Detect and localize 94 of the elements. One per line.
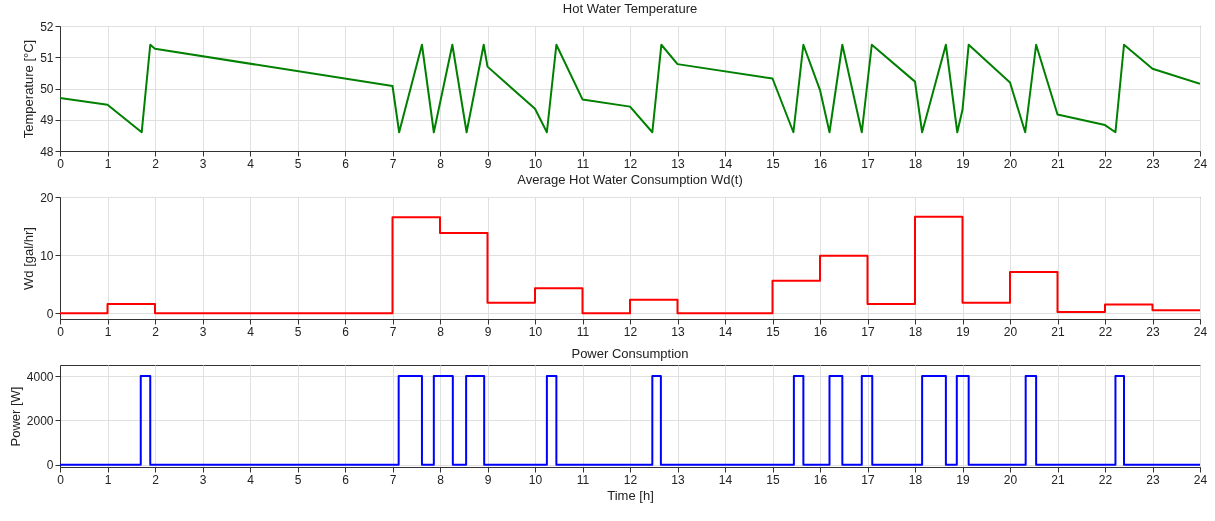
x-tick-label: 3: [199, 324, 207, 339]
x-axis-title: Time [h]: [607, 487, 654, 503]
line-series: [60, 43, 1200, 134]
y-tick-label: 0: [46, 458, 54, 473]
x-tick-label: 21: [1051, 472, 1065, 487]
y-tick-label: 0: [46, 306, 54, 321]
x-tick-label: 12: [623, 472, 638, 487]
x-tick-label: 0: [57, 324, 65, 339]
y-tick-label: 49: [40, 113, 54, 128]
x-tick-label: 2: [152, 156, 160, 171]
x-tick-label: 20: [1003, 324, 1018, 339]
y-tick-label: 51: [40, 50, 54, 65]
x-tick-label: 5: [294, 472, 302, 487]
x-tick-label: 18: [908, 156, 923, 171]
x-tick-label: 11: [576, 472, 590, 487]
x-tick-label: 23: [1146, 324, 1160, 339]
x-tick-label: 1: [104, 156, 112, 171]
x-tick-label: 6: [342, 324, 350, 339]
x-tick-label: 22: [1098, 156, 1113, 171]
x-tick-label: 9: [484, 324, 492, 339]
chart-title: Power Consumption: [571, 346, 689, 361]
x-tick-label: 1: [104, 472, 112, 487]
y-axis-title: Power [W]: [7, 386, 23, 447]
x-tick-label: 2: [152, 324, 160, 339]
x-tick-label: 16: [813, 472, 828, 487]
x-tick-label: 10: [528, 324, 543, 339]
x-tick-label: 3: [199, 472, 207, 487]
x-tick-label: 16: [813, 324, 828, 339]
x-tick-label: 11: [576, 156, 590, 171]
x-tick-label: 19: [956, 472, 970, 487]
x-tick-label: 17: [861, 472, 875, 487]
y-tick-label: 4000: [26, 369, 54, 384]
x-tick-label: 22: [1098, 472, 1113, 487]
x-tick-label: 7: [389, 156, 397, 171]
x-tick-label: 21: [1051, 324, 1065, 339]
x-tick-label: 17: [861, 324, 875, 339]
x-tick-label: 9: [484, 472, 492, 487]
x-tick-label: 20: [1003, 156, 1018, 171]
chart-title: Average Hot Water Consumption Wd(t): [517, 172, 743, 187]
x-tick-label: 23: [1146, 156, 1160, 171]
x-tick-label: 23: [1146, 472, 1160, 487]
x-tick-label: 14: [718, 472, 733, 487]
x-tick-label: 14: [718, 156, 733, 171]
x-tick-label: 8: [437, 472, 445, 487]
y-tick-label: 10: [40, 248, 54, 263]
x-tick-label: 1: [104, 324, 112, 339]
x-tick-label: 10: [528, 472, 543, 487]
x-tick-label: 14: [718, 324, 733, 339]
x-tick-label: 18: [908, 324, 923, 339]
x-tick-label: 7: [389, 472, 397, 487]
x-tick-label: 5: [294, 324, 302, 339]
y-tick-label: 2000: [26, 413, 54, 428]
y-tick-label: 52: [40, 19, 54, 34]
x-tick-label: 19: [956, 156, 970, 171]
x-tick-label: 4: [247, 156, 255, 171]
x-tick-label: 19: [956, 324, 970, 339]
x-tick-label: 0: [57, 156, 65, 171]
x-tick-label: 15: [766, 324, 780, 339]
x-tick-label: 17: [861, 156, 875, 171]
x-tick-label: 13: [671, 324, 685, 339]
x-tick-label: 7: [389, 324, 397, 339]
x-tick-label: 18: [908, 472, 923, 487]
x-tick-label: 24: [1193, 324, 1208, 339]
x-tick-label: 15: [766, 156, 780, 171]
y-tick-label: 48: [40, 144, 54, 159]
x-tick-label: 2: [152, 472, 160, 487]
x-tick-label: 12: [623, 156, 638, 171]
x-tick-label: 9: [484, 156, 492, 171]
x-tick-label: 0: [57, 472, 65, 487]
y-tick-label: 20: [40, 190, 54, 205]
x-tick-label: 24: [1193, 472, 1208, 487]
y-axis-title: Temperature [°C]: [21, 39, 37, 139]
y-tick-label: 50: [40, 82, 54, 96]
x-tick-label: 21: [1051, 156, 1065, 171]
x-tick-label: 22: [1098, 324, 1113, 339]
chart-title: Hot Water Temperature: [562, 1, 698, 16]
x-tick-label: 3: [199, 156, 207, 171]
x-tick-label: 12: [623, 324, 638, 339]
y-axis-title: Wd [gal/hr]: [21, 227, 37, 290]
x-tick-label: 20: [1003, 472, 1018, 487]
x-tick-label: 8: [437, 156, 445, 171]
x-tick-label: 4: [247, 472, 255, 487]
x-tick-label: 11: [576, 324, 590, 339]
x-tick-label: 6: [342, 472, 350, 487]
x-tick-label: 13: [671, 472, 685, 487]
x-tick-label: 6: [342, 156, 350, 171]
x-tick-label: 5: [294, 156, 302, 171]
x-tick-label: 8: [437, 324, 445, 339]
x-tick-label: 10: [528, 156, 543, 171]
x-tick-label: 13: [671, 156, 685, 171]
x-tick-label: 4: [247, 324, 255, 339]
x-tick-label: 15: [766, 472, 780, 487]
x-tick-label: 24: [1193, 156, 1208, 171]
x-tick-label: 16: [813, 156, 828, 171]
